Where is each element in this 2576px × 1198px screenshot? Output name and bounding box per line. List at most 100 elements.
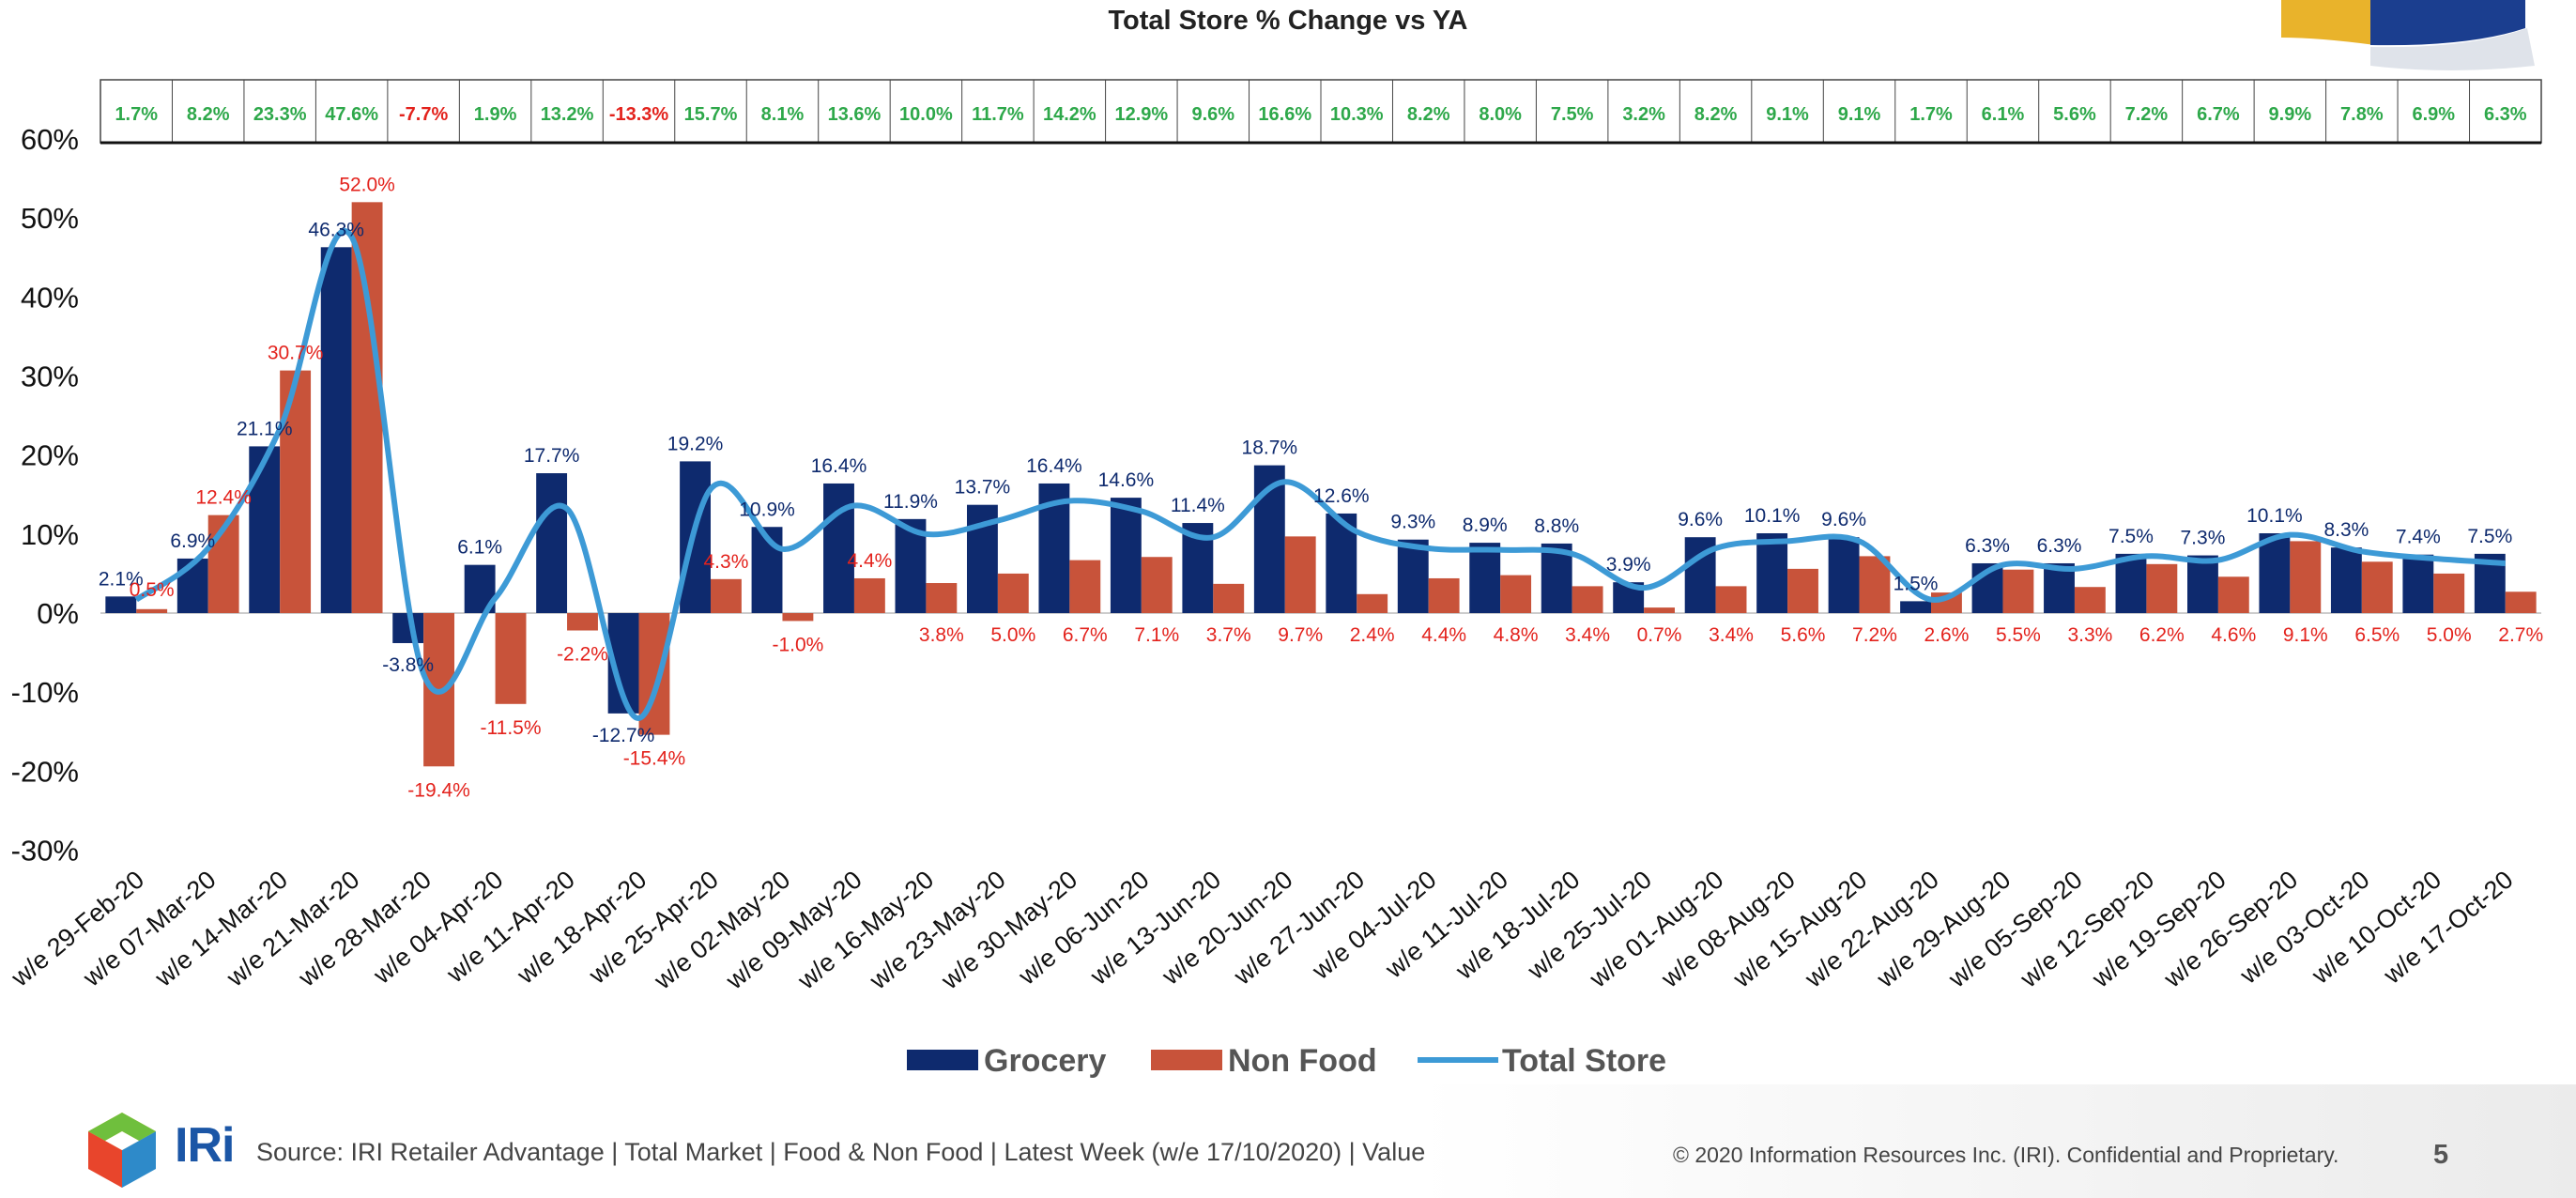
nonfood-data-label: 4.4% xyxy=(1421,624,1466,646)
grocery-data-label: 9.6% xyxy=(1678,509,1723,530)
nonfood-data-label: 7.1% xyxy=(1134,624,1179,646)
grocery-data-label: 10.1% xyxy=(2246,505,2303,527)
grocery-data-label: 19.2% xyxy=(667,433,724,454)
grocery-data-label: -12.7% xyxy=(592,725,655,746)
grocery-data-label: 21.1% xyxy=(237,418,293,439)
nonfood-data-label: 6.7% xyxy=(1063,624,1108,646)
nonfood-data-label: 4.6% xyxy=(2211,624,2256,646)
nonfood-data-label: 4.3% xyxy=(704,551,749,573)
grocery-data-label: 7.5% xyxy=(2467,526,2512,547)
grocery-bar xyxy=(536,473,568,613)
grocery-data-label: 6.3% xyxy=(1965,535,2010,557)
grocery-data-label: 9.3% xyxy=(1390,512,1435,533)
grocery-data-label: 9.6% xyxy=(1821,509,1866,530)
table-value: 9.9% xyxy=(2269,104,2312,125)
grocery-bar xyxy=(2187,555,2218,613)
y-tick-label: -10% xyxy=(11,676,79,709)
nonfood-bar xyxy=(136,608,168,613)
nonfood-bar xyxy=(567,613,598,631)
table-value: 14.2% xyxy=(1043,104,1096,125)
nonfood-bar xyxy=(2361,561,2393,613)
source-note: Source: IRI Retailer Advantage | Total M… xyxy=(256,1138,1426,1166)
nonfood-data-label: 4.8% xyxy=(1494,624,1539,646)
table-value: 9.1% xyxy=(1766,104,1809,125)
bars xyxy=(105,202,2537,767)
table-value: 10.0% xyxy=(899,104,953,125)
grocery-bar xyxy=(1900,601,1931,613)
nonfood-data-label: 3.8% xyxy=(919,624,964,646)
grocery-bar xyxy=(2402,554,2434,613)
grocery-data-label: -3.8% xyxy=(382,654,434,676)
nonfood-bar xyxy=(926,583,958,613)
nonfood-data-label: 6.5% xyxy=(2354,624,2400,646)
grocery-bar xyxy=(1828,537,1860,613)
grocery-data-label: 8.3% xyxy=(2323,519,2369,541)
nonfood-bar xyxy=(1787,568,1818,613)
nonfood-data-label: 2.7% xyxy=(2498,624,2543,646)
copyright-note: © 2020 Information Resources Inc. (IRI).… xyxy=(1673,1143,2339,1167)
nonfood-data-label: -11.5% xyxy=(481,717,542,739)
legend-label: Grocery xyxy=(984,1043,1106,1079)
iri-logo-text: IRi xyxy=(175,1118,235,1173)
grocery-data-label: 46.3% xyxy=(308,219,364,240)
table-value: 10.3% xyxy=(1330,104,1384,125)
grocery-bar xyxy=(2259,532,2291,613)
table-value: 8.1% xyxy=(761,104,805,125)
grocery-data-label: 14.6% xyxy=(1098,469,1155,491)
grocery-data-label: 13.7% xyxy=(955,477,1011,499)
nonfood-bar xyxy=(1500,575,1532,613)
nonfood-data-label: 5.5% xyxy=(1996,624,2041,646)
grocery-data-label: 16.4% xyxy=(811,455,867,477)
nonfood-bar xyxy=(1357,593,1388,613)
nonfood-bar xyxy=(711,578,742,613)
grocery-data-label: 10.1% xyxy=(1744,505,1801,527)
table-value: 1.7% xyxy=(115,104,158,125)
legend-label: Non Food xyxy=(1228,1043,1377,1079)
grocery-data-label: 6.3% xyxy=(2037,535,2082,557)
y-tick-label: 50% xyxy=(21,202,79,235)
nonfood-bar xyxy=(2290,541,2322,613)
nonfood-data-label: 0.5% xyxy=(130,579,175,601)
table-value: 7.8% xyxy=(2340,104,2384,125)
nonfood-bar xyxy=(782,613,814,622)
table-value: 7.5% xyxy=(1551,104,1594,125)
grocery-data-label: 16.4% xyxy=(1026,455,1082,477)
grocery-bar xyxy=(1756,532,1788,613)
nonfood-data-label: 12.4% xyxy=(195,487,252,509)
table-value: 1.7% xyxy=(1909,104,1953,125)
nonfood-bar xyxy=(1428,577,1460,613)
nonfood-bar xyxy=(997,573,1029,613)
nonfood-data-label: 9.7% xyxy=(1278,624,1323,646)
table-value: 9.6% xyxy=(1191,104,1234,125)
table-value: 23.3% xyxy=(253,104,307,125)
nonfood-bar xyxy=(351,202,383,614)
grocery-data-label: 18.7% xyxy=(1242,438,1298,459)
grocery-data-label: 7.3% xyxy=(2181,528,2226,549)
grocery-data-label: 10.9% xyxy=(739,499,795,520)
x-tick-label: w/e 18-Jul-20 xyxy=(1449,866,1585,986)
table-value: 6.7% xyxy=(2197,104,2240,125)
nonfood-data-label: 5.0% xyxy=(2427,624,2472,646)
nonfood-data-label: 3.4% xyxy=(1565,624,1610,646)
legend-swatch xyxy=(907,1050,978,1070)
table-value: 7.2% xyxy=(2125,104,2169,125)
table-value: 47.6% xyxy=(325,104,378,125)
grocery-bar xyxy=(1397,539,1429,613)
grocery-data-label: 1.5% xyxy=(1894,573,1939,594)
table-value: 6.9% xyxy=(2412,104,2455,125)
grocery-bar xyxy=(249,446,281,613)
table-value: 13.2% xyxy=(541,104,594,125)
nonfood-data-label: 7.2% xyxy=(1852,624,1897,646)
table-value: -7.7% xyxy=(399,104,448,125)
legend: Grocery Non Food Total Store xyxy=(907,1043,1666,1079)
y-tick-label: 60% xyxy=(21,123,79,156)
nonfood-bar xyxy=(2433,573,2465,613)
nonfood-data-label: 3.4% xyxy=(1709,624,1754,646)
nonfood-bar xyxy=(1715,586,1747,613)
grocery-bar xyxy=(823,483,854,613)
table-value: 8.2% xyxy=(1407,104,1450,125)
grocery-data-label: 8.9% xyxy=(1463,515,1508,536)
nonfood-data-label: 2.6% xyxy=(1924,624,1970,646)
grocery-bar xyxy=(105,596,137,613)
nonfood-bar xyxy=(2505,591,2537,613)
